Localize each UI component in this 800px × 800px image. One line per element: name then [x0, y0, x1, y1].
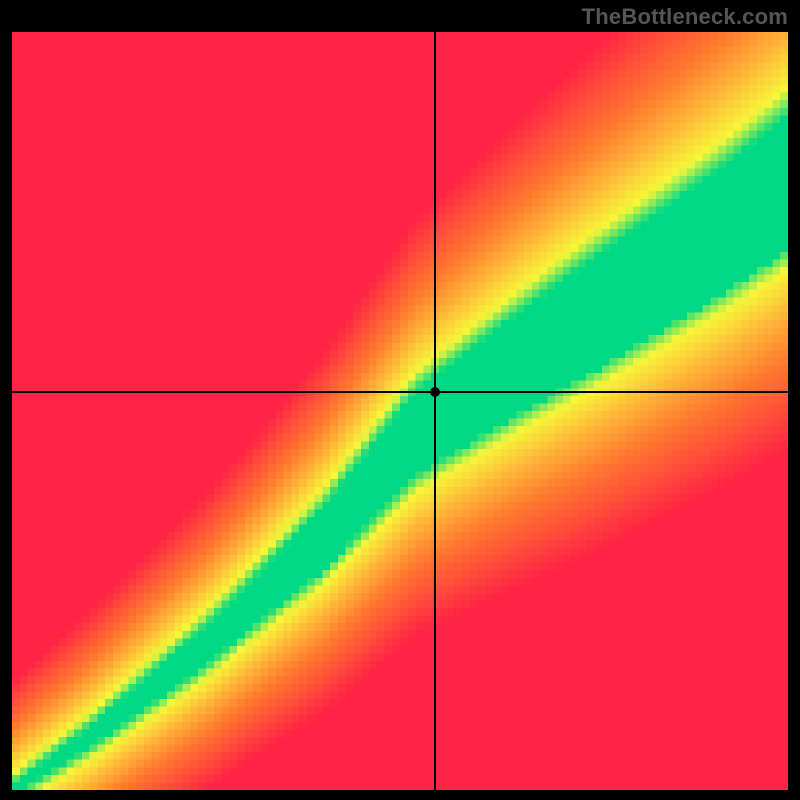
plot-area	[12, 32, 788, 790]
plot-frame	[0, 0, 800, 800]
watermark-text: TheBottleneck.com	[582, 4, 788, 30]
crosshair-vertical	[434, 32, 436, 790]
crosshair-horizontal	[12, 391, 788, 393]
bottleneck-heatmap	[12, 32, 788, 790]
chart-container: TheBottleneck.com	[0, 0, 800, 800]
selection-marker	[430, 387, 440, 397]
